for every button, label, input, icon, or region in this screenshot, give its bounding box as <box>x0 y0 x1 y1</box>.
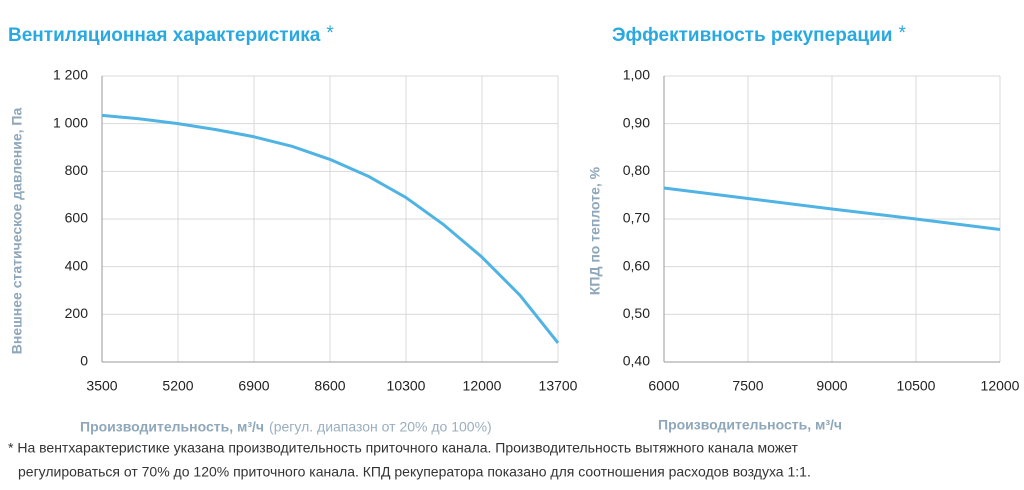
y-tick-label: 0 <box>80 353 88 369</box>
x-tick-label: 7500 <box>732 378 763 394</box>
y-tick-label: 0,50 <box>623 305 650 321</box>
x-tick-label: 3500 <box>86 378 117 394</box>
y-tick-label: 400 <box>65 257 89 273</box>
x-axis-note: (регул. диапазон от 20% до 100%) <box>269 419 492 435</box>
y-axis-label: КПД по теплоте, % <box>587 166 603 295</box>
y-tick-label: 0,70 <box>623 210 650 226</box>
data-line <box>101 113 560 344</box>
x-tick-label: 5200 <box>162 378 193 394</box>
x-tick-label: 12000 <box>981 378 1020 394</box>
x-tick-label: 10300 <box>387 378 426 394</box>
y-tick-label: 600 <box>65 210 89 226</box>
y-tick-label: 0,90 <box>623 114 650 130</box>
y-axis-label: Внешнее статическое давление, Па <box>9 108 25 355</box>
footnote: * На вентхарактеристике указана производ… <box>8 440 798 456</box>
title-mark: * <box>898 23 906 44</box>
title-mark: * <box>326 23 334 44</box>
y-tick-label: 200 <box>65 305 89 321</box>
footnote: регулироваться от 70% до 120% приточного… <box>18 464 811 480</box>
x-axis-label: Производительность, м³/ч <box>80 419 264 435</box>
chart-title: Вентиляционная характеристика <box>8 25 321 46</box>
y-tick-label: 0,60 <box>623 257 650 273</box>
x-axis-label: Производительность, м³/ч <box>658 417 842 433</box>
x-tick-label: 6900 <box>238 378 269 394</box>
y-tick-label: 0,80 <box>623 162 650 178</box>
x-tick-label: 13700 <box>539 378 578 394</box>
data-line <box>663 186 1001 231</box>
x-tick-label: 12000 <box>463 378 502 394</box>
x-tick-label: 8600 <box>314 378 345 394</box>
y-tick-label: 1,00 <box>623 67 650 83</box>
y-tick-label: 0,40 <box>623 353 650 369</box>
y-tick-label: 1 200 <box>53 67 88 83</box>
y-tick-label: 800 <box>65 162 89 178</box>
chart-title: Эффективность рекуперации <box>612 25 892 46</box>
x-tick-label: 9000 <box>816 378 847 394</box>
y-tick-label: 1 000 <box>53 114 88 130</box>
x-tick-label: 10500 <box>897 378 936 394</box>
x-tick-label: 6000 <box>648 378 679 394</box>
